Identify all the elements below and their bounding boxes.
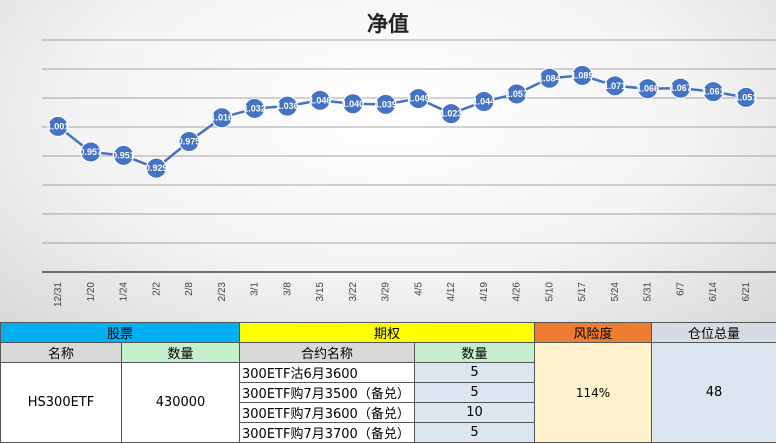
x-tick-label: 3/22 xyxy=(348,282,359,302)
data-point xyxy=(309,89,331,111)
x-tick-label: 12/31 xyxy=(53,282,64,307)
data-label: 1.023 xyxy=(440,109,463,119)
data-point xyxy=(211,107,233,129)
data-point xyxy=(276,95,298,117)
data-point xyxy=(702,81,724,103)
data-label: 0.951 xyxy=(112,150,135,160)
qty-col-header: 数量 xyxy=(120,342,241,363)
stock-name: HS300ETF xyxy=(0,362,122,443)
x-tick-label: 4/12 xyxy=(446,282,457,302)
option-qty: 5 xyxy=(414,362,536,383)
position-value: 48 xyxy=(651,342,776,443)
data-label: 1.039 xyxy=(374,99,397,109)
x-tick-label: 3/1 xyxy=(250,282,261,296)
data-point xyxy=(375,93,397,115)
holdings-table: 股票 期权 风险度 仓位总量 名称 数量 合约名称 数量 114% 48 HS3… xyxy=(0,322,776,443)
x-tick-label: 4/5 xyxy=(413,282,424,296)
data-point xyxy=(538,67,560,89)
option-name: 300ETF购7月3500（备兑） xyxy=(239,382,416,403)
x-tick-label: 6/14 xyxy=(708,282,719,302)
data-label: 1.040 xyxy=(342,99,365,109)
data-label: 1.046 xyxy=(309,95,332,105)
x-tick-label: 6/7 xyxy=(675,282,686,296)
data-label: 1.057 xyxy=(505,89,528,99)
x-tick-label: 4/19 xyxy=(479,282,490,302)
data-point xyxy=(178,131,200,152)
chart-area: 净值 1.001 12/31 0.957 1/20 0.951 1/24 0.929 2/2 0… xyxy=(0,0,776,322)
data-point xyxy=(113,144,135,166)
data-label: 1.089 xyxy=(571,70,594,80)
x-tick-label: 5/24 xyxy=(610,282,621,302)
data-point xyxy=(604,75,626,97)
option-name: 300ETF购7月3700（备兑） xyxy=(239,422,416,443)
data-label: 1.066 xyxy=(636,84,659,94)
data-point xyxy=(145,157,167,179)
x-tick-label: 3/29 xyxy=(381,282,392,302)
data-point xyxy=(669,77,691,99)
data-label: 1.044 xyxy=(473,96,496,106)
data-point xyxy=(440,103,462,125)
data-label: 1.049 xyxy=(407,94,430,104)
stock-header: 股票 xyxy=(0,322,241,343)
data-label: 0.975 xyxy=(178,137,201,147)
option-header: 期权 xyxy=(239,322,536,343)
data-point xyxy=(506,83,528,105)
data-label: 1.036 xyxy=(276,101,299,111)
data-label: 1.067 xyxy=(669,83,692,93)
data-label: 1.032 xyxy=(243,103,266,113)
data-point xyxy=(244,97,266,119)
x-tick-label: 1/20 xyxy=(86,282,97,302)
x-tick-label: 5/17 xyxy=(577,282,588,302)
data-point xyxy=(637,78,659,100)
x-tick-label: 2/2 xyxy=(151,282,162,296)
data-label: 1.084 xyxy=(538,73,561,83)
chart-title: 净值 xyxy=(367,12,409,36)
x-tick-label: 5/10 xyxy=(544,282,555,302)
stock-qty: 430000 xyxy=(120,362,241,443)
option-qty: 5 xyxy=(414,422,536,443)
risk-value: 114% xyxy=(534,342,653,443)
data-point xyxy=(473,90,495,112)
option-qty: 10 xyxy=(414,402,536,423)
x-tick-label: 2/8 xyxy=(184,282,195,296)
data-point xyxy=(735,86,757,108)
data-point xyxy=(80,141,102,163)
x-tick-label: 5/31 xyxy=(643,282,654,302)
contract-col-header: 合约名称 xyxy=(239,342,416,363)
name-col-header: 名称 xyxy=(0,342,122,363)
data-label: 1.001 xyxy=(47,121,70,131)
data-label: 1.051 xyxy=(735,92,758,102)
data-point xyxy=(407,88,429,110)
x-tick-label: 2/23 xyxy=(217,282,228,302)
data-label: 1.061 xyxy=(702,87,725,97)
option-qty: 5 xyxy=(414,382,536,403)
risk-header: 风险度 xyxy=(534,322,653,343)
option-name: 300ETF购7月3600（备兑） xyxy=(239,402,416,423)
data-point xyxy=(47,115,69,137)
data-label: 1.016 xyxy=(211,113,234,123)
data-label: 0.929 xyxy=(145,163,168,173)
x-tick-label: 4/26 xyxy=(512,282,523,302)
option-qty-col-header: 数量 xyxy=(414,342,536,363)
series-line xyxy=(57,74,747,170)
position-header: 仓位总量 xyxy=(651,322,776,343)
x-tick-label: 6/21 xyxy=(741,282,752,302)
data-point xyxy=(342,93,364,115)
option-name: 300ETF沽6月3600 xyxy=(239,362,416,383)
x-tick-label: 3/8 xyxy=(282,282,293,296)
data-point xyxy=(571,64,593,86)
data-label: 1.071 xyxy=(604,81,627,91)
x-tick-label: 1/24 xyxy=(119,282,130,302)
x-tick-label: 3/15 xyxy=(315,282,326,302)
net-value-chart: 1.001 12/31 0.957 1/20 0.951 1/24 0.929 2/2 0.97… xyxy=(42,39,776,307)
data-label: 0.957 xyxy=(79,147,102,157)
